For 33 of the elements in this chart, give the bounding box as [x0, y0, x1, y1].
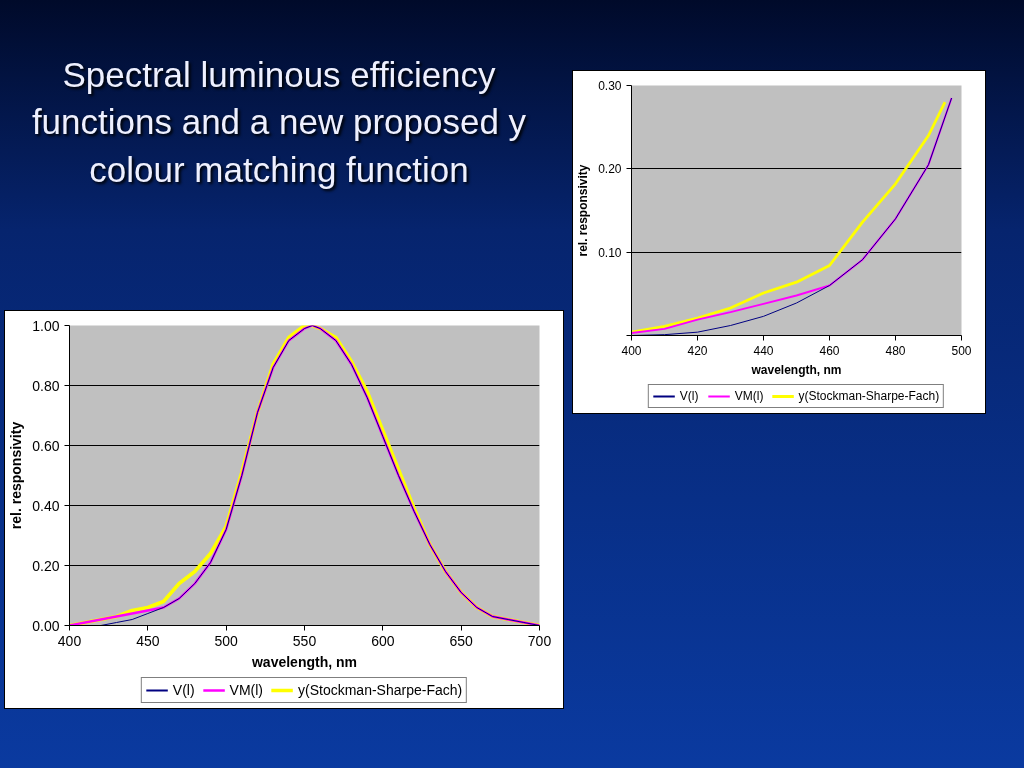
y-tick-label: 0.10 — [598, 245, 622, 260]
legend-label: V(l) — [172, 682, 195, 698]
y-axis-title: rel. responsivity — [576, 164, 591, 257]
x-tick-label: 700 — [527, 632, 552, 649]
y-tick-label: 0.40 — [32, 497, 60, 514]
y-tick-label: 1.00 — [32, 317, 60, 334]
x-tick-label: 480 — [885, 343, 906, 358]
x-tick-label: 450 — [136, 632, 160, 649]
legend-label: y(Stockman-Sharpe-Fach) — [798, 389, 940, 403]
y-tick-label: 0.30 — [598, 79, 622, 93]
x-tick-label: 440 — [753, 343, 774, 358]
x-tick-label: 400 — [57, 632, 82, 649]
y-axis-title: rel. responsivity — [8, 421, 25, 530]
x-axis-title: wavelength, nm — [750, 362, 842, 377]
y-tick-label: 0.60 — [32, 437, 60, 454]
chart-title: Spectral luminous efficiency functions and a new proposed y colour matching function — [30, 54, 528, 191]
x-tick-label: 420 — [687, 343, 708, 358]
legend-label: y(Stockman-Sharpe-Fach) — [298, 682, 463, 698]
y-tick-label: 0.00 — [32, 617, 60, 634]
x-tick-label: 500 — [214, 632, 239, 649]
x-axis-title: wavelength, nm — [250, 653, 358, 670]
x-tick-label: 600 — [371, 632, 395, 649]
x-tick-label: 650 — [449, 632, 474, 649]
y-tick-label: 0.20 — [32, 557, 60, 574]
x-tick-label: 550 — [292, 632, 317, 649]
y-tick-label: 0.80 — [32, 377, 60, 394]
x-tick-label: 500 — [951, 343, 972, 358]
legend-label: VM(l) — [229, 682, 264, 698]
x-tick-label: 460 — [819, 343, 840, 358]
y-tick-label: 0.20 — [598, 162, 622, 177]
x-tick-label: 400 — [621, 343, 642, 358]
legend-label: VM(l) — [734, 389, 764, 403]
legend-label: V(l) — [679, 389, 700, 403]
